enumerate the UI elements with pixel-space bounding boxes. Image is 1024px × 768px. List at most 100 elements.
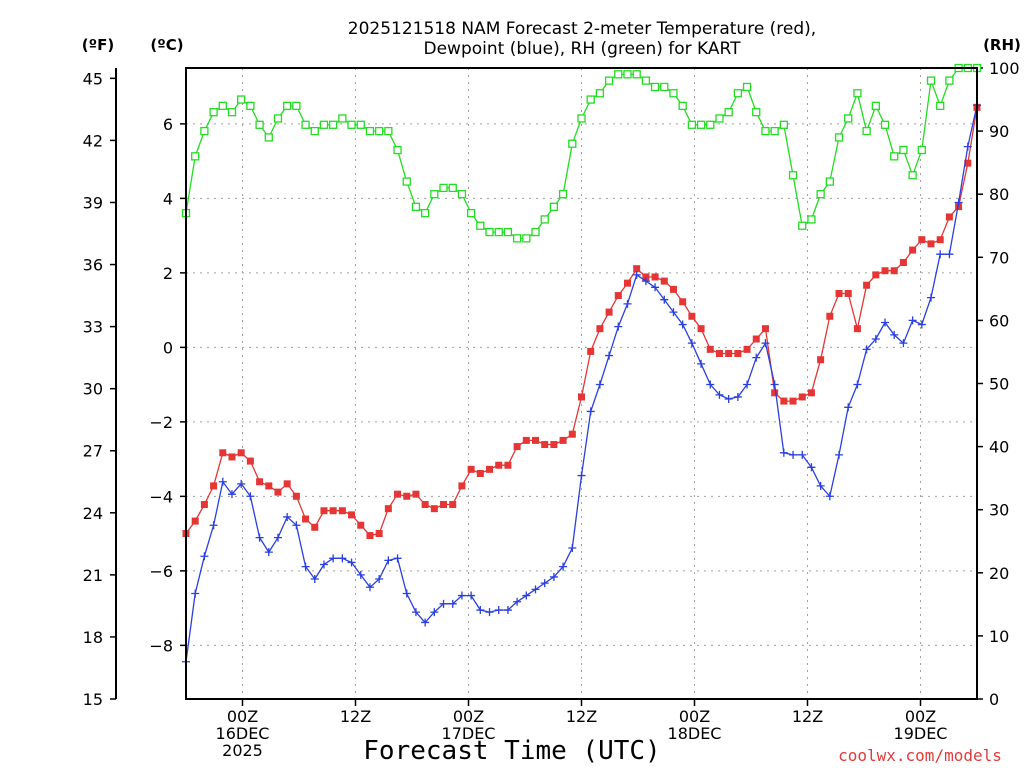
relative-humidity-point	[687, 120, 697, 129]
relative-humidity-point	[871, 101, 880, 111]
dewpoint-point	[411, 608, 420, 617]
dewpoint-point	[798, 450, 807, 459]
relative-humidity-point	[577, 114, 586, 123]
dewpoint-point	[421, 618, 430, 627]
fahrenheit-tick-label: 39	[83, 193, 103, 212]
2-meter-temperature-point	[614, 292, 622, 300]
dewpoint-point	[641, 277, 650, 286]
relative-humidity-point	[237, 95, 246, 104]
rh-tick-label: 90	[989, 122, 1009, 141]
celsius-tick-label: 4	[163, 189, 173, 208]
2-meter-temperature-point	[605, 308, 613, 316]
2-meter-temperature-point	[789, 397, 797, 405]
fahrenheit-tick-label: 42	[83, 131, 103, 150]
relative-humidity-point	[292, 101, 301, 111]
dewpoint-point	[264, 548, 273, 557]
2-meter-temperature-point	[642, 273, 650, 281]
dewpoint-point	[605, 351, 614, 360]
2-meter-temperature-point	[375, 529, 383, 537]
rh-tick-label: 20	[989, 564, 1009, 583]
dewpoint-point	[227, 490, 236, 499]
relative-humidity-point	[568, 139, 577, 148]
dewpoint-point	[559, 562, 568, 571]
2-meter-temperature-point	[486, 465, 494, 473]
relative-humidity-point	[411, 202, 421, 211]
relative-humidity-point	[255, 120, 264, 129]
2-meter-temperature-point	[807, 389, 815, 397]
dewpoint-point	[310, 575, 319, 584]
2-meter-temperature-point	[743, 345, 751, 353]
2-meter-temperature-point	[338, 507, 346, 515]
x-tick-label: 12Z	[792, 707, 823, 726]
2-meter-temperature-point	[725, 350, 733, 358]
relative-humidity-point	[715, 114, 724, 123]
dewpoint-point	[384, 556, 393, 565]
2-meter-temperature-point	[522, 436, 530, 444]
relative-humidity-point	[200, 126, 209, 136]
relative-humidity-point	[604, 76, 614, 85]
relative-humidity-point	[669, 89, 678, 98]
chart-title-line-1: 2025121518 NAM Forecast 2-meter Temperat…	[348, 19, 816, 39]
relative-humidity-point	[742, 82, 752, 92]
relative-humidity-point	[476, 221, 485, 230]
dewpoint-point	[743, 380, 752, 389]
dewpoint-point	[476, 606, 485, 615]
relative-humidity-point	[844, 114, 853, 123]
relative-humidity-point	[540, 215, 549, 224]
relative-humidity-point	[706, 120, 715, 129]
relative-humidity-point	[522, 234, 531, 243]
relative-humidity-point	[752, 108, 761, 117]
x-axis-label: Forecast Time (UTC)	[363, 736, 660, 766]
fahrenheit-tick-label: 18	[83, 628, 103, 647]
rh-tick-label: 30	[989, 501, 1009, 520]
2-meter-temperature-point	[311, 523, 319, 531]
relative-humidity-point	[494, 227, 503, 237]
dewpoint-point	[209, 521, 218, 530]
dewpoint-point	[522, 591, 531, 600]
dewpoint-point	[577, 471, 586, 480]
relative-humidity-point	[365, 126, 375, 136]
dewpoint-point	[540, 579, 549, 588]
dewpoint-point	[862, 345, 871, 354]
2-meter-temperature-point	[550, 441, 558, 449]
2-meter-temperature-point	[964, 159, 972, 167]
dewpoint-point	[706, 380, 715, 389]
fahrenheit-tick-label: 45	[83, 69, 103, 88]
relative-humidity-point	[834, 133, 844, 142]
celsius-tick-label: 0	[163, 338, 173, 357]
2-meter-temperature-point	[329, 507, 337, 515]
dewpoint-point	[715, 390, 724, 399]
2-meter-temperature-point	[844, 290, 852, 298]
2-meter-temperature-point	[366, 532, 374, 540]
rh-tick-label: 70	[989, 248, 1009, 267]
x-tick-label: 18DEC	[668, 724, 722, 743]
dewpoint-point	[651, 283, 660, 292]
relative-humidity-point	[558, 190, 568, 199]
grid-lines	[186, 68, 977, 699]
relative-humidity-point	[586, 95, 595, 104]
2-meter-temperature-point	[918, 236, 926, 244]
2-meter-temperature-point	[881, 267, 889, 275]
relative-humidity-point	[347, 120, 356, 129]
2-meter-temperature-point	[955, 203, 963, 211]
2-meter-temperature-point	[210, 482, 218, 490]
2-meter-temperature-point	[504, 461, 512, 469]
2-meter-temperature-point	[927, 240, 935, 248]
2-meter-temperature-point	[384, 505, 392, 513]
dewpoint-point	[457, 591, 466, 600]
dewpoint-point	[899, 339, 908, 348]
2-meter-temperature-point	[863, 281, 871, 289]
dewpoint-point	[329, 554, 338, 563]
2-meter-temperature-point	[623, 279, 631, 287]
dewpoint-point	[402, 589, 411, 598]
dewpoint-point	[549, 572, 558, 581]
dewpoint-point	[623, 299, 632, 308]
2-meter-temperature-point	[945, 213, 953, 221]
dewpoint-point	[365, 583, 374, 592]
2-meter-temperature-point	[467, 465, 475, 473]
2-meter-temperature-point	[495, 461, 503, 469]
dewpoint-point	[724, 395, 733, 404]
relative-humidity-point	[329, 120, 338, 129]
celsius-tick-label: 2	[163, 264, 173, 283]
relative-humidity-point	[448, 183, 457, 193]
